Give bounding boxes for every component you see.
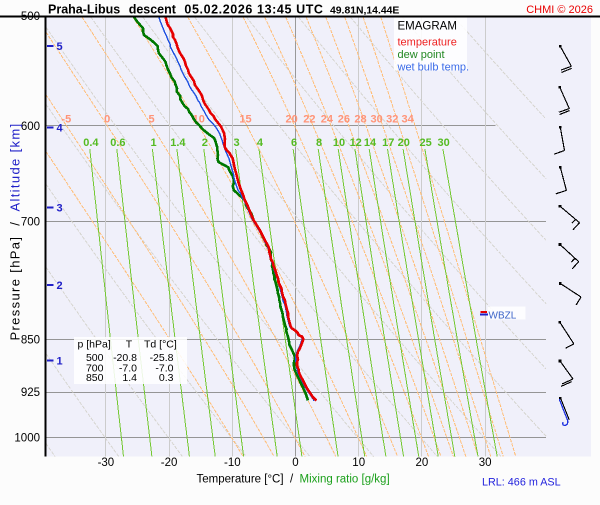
svg-text:700: 700 <box>86 363 104 375</box>
svg-text:49.81N,14.44E: 49.81N,14.44E <box>330 6 399 17</box>
svg-text:WBZL: WBZL <box>489 311 517 322</box>
svg-text:Pressure [hPa] / Altitude [k: Pressure [hPa] / Altitude [km] <box>8 122 23 340</box>
svg-text:wet bulb temp.: wet bulb temp. <box>397 62 470 74</box>
svg-text:descent: descent <box>129 3 177 17</box>
svg-text:850: 850 <box>21 335 40 347</box>
svg-text:850: 850 <box>86 372 104 384</box>
svg-text:1.4: 1.4 <box>170 137 186 149</box>
svg-text:CHMI © 2026: CHMI © 2026 <box>526 4 593 16</box>
svg-text:-7.0: -7.0 <box>119 363 137 375</box>
svg-text:500: 500 <box>86 352 104 364</box>
svg-text:-7.0: -7.0 <box>155 363 173 375</box>
svg-text:5: 5 <box>149 114 155 126</box>
svg-text:34: 34 <box>401 114 414 126</box>
svg-text:3: 3 <box>56 203 62 215</box>
svg-text:Td [°C]: Td [°C] <box>144 339 177 351</box>
svg-text:20: 20 <box>398 137 410 149</box>
svg-text:0: 0 <box>104 114 110 126</box>
svg-text:Temperature [°C] / Mixing ra: Temperature [°C] / Mixing ratio [g/kg] <box>197 474 390 486</box>
svg-text:8: 8 <box>316 137 322 149</box>
svg-text:20: 20 <box>285 114 297 126</box>
svg-text:-5: -5 <box>61 114 71 126</box>
svg-text:28: 28 <box>354 114 366 126</box>
svg-text:500: 500 <box>21 11 40 23</box>
svg-text:-20: -20 <box>161 457 178 469</box>
svg-text:30: 30 <box>437 137 449 149</box>
svg-text:26: 26 <box>338 114 350 126</box>
svg-text:05.02.2026 13:45 UTC: 05.02.2026 13:45 UTC <box>184 3 323 17</box>
svg-text:700: 700 <box>21 216 40 228</box>
svg-text:1: 1 <box>150 137 156 149</box>
svg-text:925: 925 <box>21 387 40 399</box>
svg-text:24: 24 <box>321 114 334 126</box>
svg-text:25: 25 <box>419 137 431 149</box>
svg-text:3: 3 <box>234 137 240 149</box>
svg-text:2: 2 <box>202 137 208 149</box>
svg-text:22: 22 <box>303 114 315 126</box>
svg-text:1000: 1000 <box>14 433 40 445</box>
svg-text:0.4: 0.4 <box>83 137 99 149</box>
svg-text:17: 17 <box>382 137 394 149</box>
svg-text:14: 14 <box>364 137 377 149</box>
svg-text:Praha-Libus: Praha-Libus <box>48 3 120 17</box>
svg-text:EMAGRAM: EMAGRAM <box>398 21 457 33</box>
svg-text:-30: -30 <box>98 457 115 469</box>
svg-text:-10: -10 <box>224 457 241 469</box>
svg-text:20: 20 <box>416 457 429 469</box>
svg-text:5: 5 <box>56 41 62 53</box>
svg-text:15: 15 <box>239 114 251 126</box>
svg-text:10: 10 <box>352 457 365 469</box>
svg-text:0: 0 <box>292 457 298 469</box>
svg-text:LRL: 466 m ASL: LRL: 466 m ASL <box>482 477 561 489</box>
svg-text:-20.8: -20.8 <box>113 352 137 364</box>
svg-text:600: 600 <box>21 121 40 133</box>
svg-text:30: 30 <box>370 114 382 126</box>
svg-text:32: 32 <box>386 114 398 126</box>
svg-text:T: T <box>126 339 133 351</box>
svg-text:30: 30 <box>479 457 492 469</box>
svg-text:dew point: dew point <box>398 49 445 61</box>
svg-text:4: 4 <box>257 137 264 149</box>
svg-text:1: 1 <box>56 356 62 368</box>
svg-text:1.4: 1.4 <box>122 372 137 384</box>
svg-text:10: 10 <box>333 137 345 149</box>
svg-text:4: 4 <box>56 123 63 135</box>
svg-text:12: 12 <box>350 137 362 149</box>
svg-text:2: 2 <box>56 280 62 292</box>
svg-text:p [hPa]: p [hPa] <box>78 339 111 351</box>
svg-text:6: 6 <box>291 137 297 149</box>
svg-text:0.3: 0.3 <box>159 372 174 384</box>
svg-text:-25.8: -25.8 <box>150 352 174 364</box>
svg-text:0.6: 0.6 <box>110 137 125 149</box>
svg-text:temperature: temperature <box>398 37 457 49</box>
